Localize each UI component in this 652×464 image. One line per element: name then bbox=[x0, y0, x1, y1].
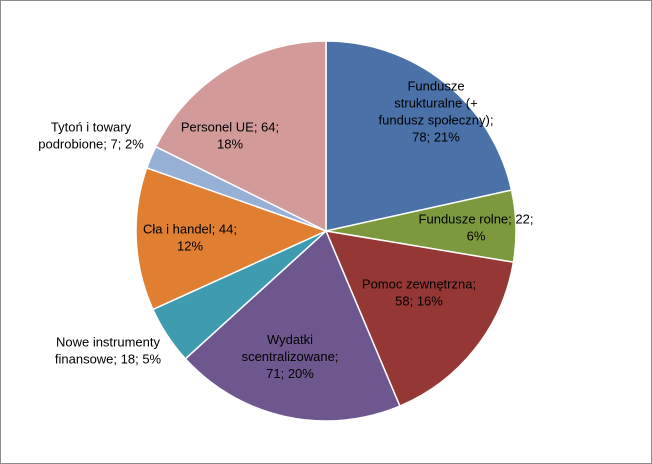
pie-slice-4 bbox=[184, 229, 401, 422]
slice-label-line: Cła i handel; 44; bbox=[143, 222, 237, 237]
slice-label-line: Wydatki bbox=[267, 332, 313, 347]
slice-label-8: Personel UE; 64; 18% bbox=[181, 120, 279, 152]
pie-slice-3 bbox=[324, 230, 515, 408]
slice-label-line: Personel UE; 64; bbox=[181, 120, 279, 135]
slice-label-line: Fundusze bbox=[407, 79, 464, 94]
slice-label-line: strukturalne (+ bbox=[394, 96, 477, 111]
slice-label-line: 71; 20% bbox=[266, 366, 314, 381]
slice-label-line: 58; 16% bbox=[395, 294, 443, 309]
slice-label-line: 18% bbox=[217, 137, 243, 152]
slice-label-line: Fundusze rolne; 22; bbox=[419, 212, 534, 227]
slice-label-6: Cła i handel; 44; 12% bbox=[143, 222, 237, 254]
slice-label-line: Nowe instrumenty bbox=[56, 335, 161, 350]
slice-label-1: Fundusze strukturalne (+ fundusz społeczny… bbox=[379, 79, 494, 145]
slice-label-3: Pomoc zewnętrzna; 58; 16% bbox=[362, 277, 476, 309]
slice-label-4: Wydatki scentralizowane; 71; 20% bbox=[242, 332, 339, 381]
pie-slice-1 bbox=[325, 40, 513, 232]
slice-label-line: fundusz społeczny); bbox=[379, 113, 494, 128]
slice-label-line: scentralizowane; bbox=[242, 349, 339, 364]
slice-label-line: 6% bbox=[467, 229, 486, 244]
slice-label-line: 12% bbox=[177, 239, 203, 254]
slice-label-line: Pomoc zewnętrzna; bbox=[362, 277, 476, 292]
slice-label-line: Tytoń i towary bbox=[51, 120, 132, 135]
slice-labels: Fundusze strukturalne (+ fundusz społeczny… bbox=[38, 79, 533, 382]
slice-label-5: Nowe instrumenty finansowe; 18; 5% bbox=[55, 335, 162, 367]
pie-slices bbox=[135, 40, 517, 422]
slice-label-2: Fundusze rolne; 22; 6% bbox=[419, 212, 534, 244]
slice-label-line: finansowe; 18; 5% bbox=[55, 352, 162, 367]
pie-slice-8 bbox=[154, 40, 327, 233]
slice-label-line: podrobione; 7; 2% bbox=[38, 137, 144, 152]
slice-label-7: Tytoń i towary podrobione; 7; 2% bbox=[38, 120, 144, 152]
pie-slice-6 bbox=[135, 166, 329, 311]
slice-label-line: 78; 21% bbox=[412, 130, 460, 145]
